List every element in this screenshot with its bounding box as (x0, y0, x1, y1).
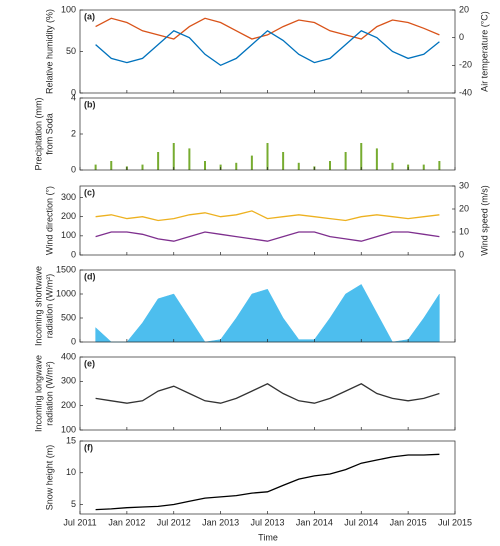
y-tick-label: 400 (61, 351, 76, 361)
y-tick-label: 1500 (56, 264, 76, 274)
y-axis-label: Wind direction (°) (44, 186, 54, 255)
series-line (95, 383, 440, 404)
precip-bar (188, 148, 191, 170)
x-tick-label: Jan 2012 (108, 517, 145, 527)
series-area (95, 284, 440, 343)
series-line (95, 231, 440, 242)
x-axis-label: Time (258, 532, 278, 542)
precip-bar (375, 148, 378, 170)
y-axis-label: Precipitation (mm) (33, 97, 43, 170)
series-line (95, 453, 440, 511)
y-axis-label: from Soda (44, 113, 54, 155)
x-tick-label: Jan 2013 (202, 517, 239, 527)
panel-label: (c) (84, 187, 95, 197)
y2-tick-label: 10 (459, 226, 469, 236)
y-tick-label: 300 (61, 376, 76, 386)
y-tick-label: 100 (61, 4, 76, 14)
y-tick-label: 50 (66, 46, 76, 56)
panel-label: (d) (84, 271, 96, 281)
precip-bar (172, 143, 175, 170)
precip-bar (344, 152, 347, 170)
y-tick-label: 15 (66, 435, 76, 445)
x-tick-label: Jan 2015 (390, 517, 427, 527)
y-tick-label: 0 (71, 164, 76, 174)
x-tick-label: Jul 2011 (63, 517, 96, 527)
axes-frame (79, 9, 456, 94)
y2-tick-label: 0 (459, 249, 464, 259)
panel-label: (f) (84, 442, 93, 452)
precip-bar (282, 152, 285, 170)
series-line (95, 29, 440, 67)
precip-bar (266, 143, 269, 170)
axes-frame (79, 185, 456, 256)
precip-bar (297, 162, 300, 170)
y-tick-label: 500 (61, 312, 76, 322)
precip-bar (157, 152, 160, 170)
y2-tick-label: -20 (459, 60, 472, 70)
y-tick-label: 10 (66, 467, 76, 477)
panel-label: (b) (84, 99, 96, 109)
y-tick-label: 4 (71, 92, 76, 102)
y2-tick-label: -40 (459, 87, 472, 97)
y-tick-label: 300 (61, 192, 76, 202)
precip-bar (438, 161, 441, 170)
precip-bar (110, 161, 113, 170)
precip-bar (235, 162, 238, 170)
y-tick-label: 0 (71, 249, 76, 259)
y-tick-label: 0 (71, 87, 76, 97)
y-axis-label: radiation (W/m²) (44, 361, 54, 426)
y-tick-label: 200 (61, 211, 76, 221)
panel-label: (e) (84, 358, 95, 368)
y-tick-label: 0 (71, 336, 76, 346)
precip-bar (422, 164, 425, 170)
series-line (95, 210, 440, 222)
panel-label: (a) (84, 11, 95, 21)
y-axis-label: Incoming shortwave (33, 266, 43, 346)
y-axis-label: radiation (W/m²) (44, 274, 54, 339)
y2-tick-label: 20 (459, 203, 469, 213)
precip-bar (94, 164, 97, 170)
x-tick-label: Jan 2014 (296, 517, 333, 527)
series-line (95, 17, 440, 40)
y2-tick-label: 30 (459, 180, 469, 190)
y-tick-label: 1000 (56, 288, 76, 298)
x-tick-label: Jul 2014 (344, 517, 378, 527)
y-axis-label: Incoming longwave (33, 355, 43, 432)
y-tick-label: 200 (61, 400, 76, 410)
y2-tick-label: 20 (459, 4, 469, 14)
y2-axis-label: Wind speed (m/s) (479, 185, 489, 256)
precip-bar (391, 162, 394, 170)
y2-tick-label: 0 (459, 32, 464, 42)
precip-bar (329, 161, 331, 170)
y-tick-label: 5 (71, 499, 76, 509)
y2-axis-label: Air temperature (°C) (479, 11, 489, 92)
y-axis-label: Relative humidity (%) (44, 9, 54, 94)
precip-bar (204, 161, 206, 170)
precip-bar (250, 155, 253, 170)
x-tick-label: Jul 2012 (157, 517, 191, 527)
y-tick-label: 100 (61, 230, 76, 240)
y-tick-label: 2 (71, 128, 76, 138)
axes-frame (79, 440, 456, 515)
axes-frame (79, 356, 456, 431)
precip-bar (360, 143, 363, 170)
precip-bar (141, 164, 144, 170)
x-tick-label: Jul 2015 (438, 517, 472, 527)
x-tick-label: Jul 2013 (250, 517, 284, 527)
y-tick-label: 100 (61, 424, 76, 434)
y-axis-label: Snow height (m) (44, 445, 54, 511)
